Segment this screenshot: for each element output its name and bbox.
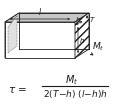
- Text: $M_t$: $M_t$: [92, 41, 105, 53]
- Polygon shape: [5, 13, 89, 22]
- Text: $h$: $h$: [75, 15, 81, 24]
- Polygon shape: [75, 13, 89, 58]
- Text: $2(T\!-\!h)\;(l\!-\!h)h$: $2(T\!-\!h)\;(l\!-\!h)h$: [42, 88, 108, 100]
- Polygon shape: [8, 16, 17, 53]
- Polygon shape: [5, 22, 75, 58]
- Text: $M_t$: $M_t$: [65, 73, 79, 87]
- FancyArrowPatch shape: [90, 53, 93, 55]
- Polygon shape: [5, 13, 19, 58]
- Text: $l$: $l$: [38, 6, 42, 17]
- Text: $h$: $h$: [79, 36, 85, 44]
- Text: $\tau\,=$: $\tau\,=$: [8, 85, 28, 95]
- Text: $T$: $T$: [89, 15, 96, 24]
